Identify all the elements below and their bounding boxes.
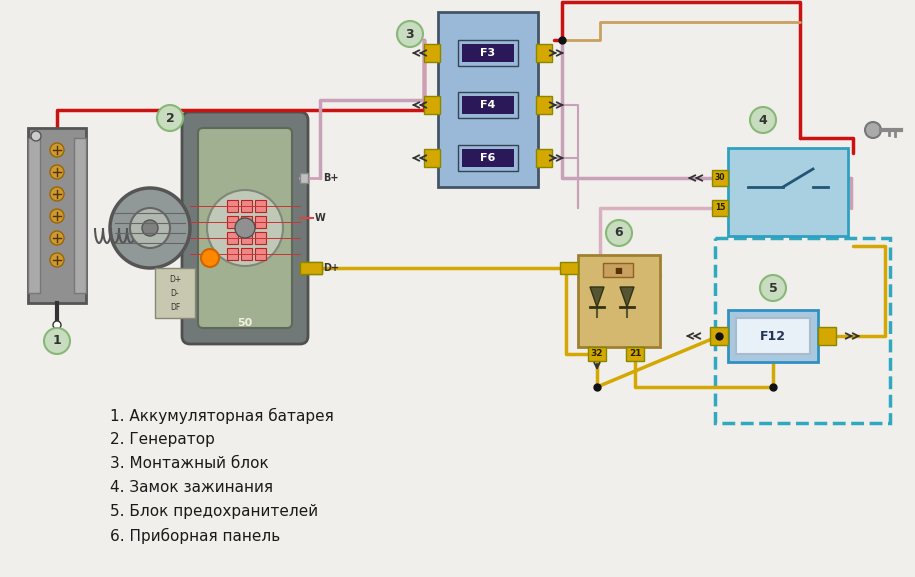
Text: ■: ■ [614,265,622,275]
Text: 4: 4 [759,114,768,126]
Circle shape [201,249,219,267]
FancyBboxPatch shape [227,248,238,260]
Text: 6: 6 [615,227,623,239]
Text: 4. Замок зажинания: 4. Замок зажинания [110,480,273,495]
Circle shape [142,220,158,236]
Circle shape [750,107,776,133]
Text: 21: 21 [629,350,641,358]
Bar [28,128,86,303]
Circle shape [235,218,255,238]
Bar [728,310,818,362]
Bar [536,149,552,167]
Circle shape [760,275,786,301]
Text: 3. Монтажный блок: 3. Монтажный блок [110,456,269,471]
FancyBboxPatch shape [255,200,266,212]
Circle shape [606,220,632,246]
Bar [155,268,195,318]
Circle shape [53,321,61,329]
Bar [818,327,836,345]
FancyBboxPatch shape [241,232,252,244]
Text: D+: D+ [169,275,181,284]
FancyBboxPatch shape [255,248,266,260]
Circle shape [31,131,41,141]
FancyBboxPatch shape [227,232,238,244]
Circle shape [50,231,64,245]
Circle shape [50,165,64,179]
Text: F3: F3 [480,48,496,58]
Text: 3: 3 [405,28,414,40]
Text: 1: 1 [53,335,61,347]
Bar [458,40,518,66]
Bar [424,149,440,167]
Bar [438,12,538,187]
Bar [424,44,440,62]
Circle shape [50,253,64,267]
Circle shape [50,209,64,223]
FancyBboxPatch shape [227,200,238,212]
Bar [728,148,848,236]
Bar [578,255,660,347]
Circle shape [130,208,170,248]
Text: F4: F4 [480,100,496,110]
Text: F6: F6 [480,153,496,163]
Text: B+: B+ [323,173,339,183]
Text: 2. Генератор: 2. Генератор [110,432,215,447]
Bar [462,96,514,114]
FancyBboxPatch shape [241,248,252,260]
Text: 1. Аккумуляторная батарея: 1. Аккумуляторная батарея [110,408,334,424]
Polygon shape [590,287,604,307]
Bar [588,347,606,361]
Bar [300,173,308,183]
Bar [424,96,440,114]
Text: F12: F12 [760,329,786,343]
FancyBboxPatch shape [227,216,238,228]
Bar [300,262,322,274]
Bar [28,138,40,293]
FancyBboxPatch shape [241,216,252,228]
Bar [300,262,322,274]
Text: DF: DF [170,304,180,313]
Bar [560,262,578,274]
Bar [626,347,644,361]
Text: 32: 32 [591,350,603,358]
Circle shape [207,190,283,266]
Bar [712,170,728,186]
Text: 30: 30 [715,174,726,182]
FancyBboxPatch shape [255,232,266,244]
Bar [462,149,514,167]
Bar [736,318,810,354]
Circle shape [397,21,423,47]
Text: 50: 50 [237,318,253,328]
Bar [715,238,890,423]
Text: 2: 2 [166,111,175,125]
FancyBboxPatch shape [255,216,266,228]
Bar [458,145,518,171]
Circle shape [50,143,64,157]
Text: W: W [315,213,326,223]
Text: 6. Приборная панель: 6. Приборная панель [110,528,280,544]
Text: D+: D+ [323,263,339,273]
Text: D-: D- [171,290,179,298]
FancyBboxPatch shape [182,112,308,344]
Bar [603,263,633,277]
Bar [712,200,728,216]
Circle shape [157,105,183,131]
Bar [710,327,728,345]
Circle shape [110,188,190,268]
FancyBboxPatch shape [241,200,252,212]
Circle shape [44,328,70,354]
Text: 15: 15 [715,204,726,212]
Bar [458,92,518,118]
Circle shape [865,122,881,138]
Bar [536,44,552,62]
Bar [74,138,86,293]
Bar [536,96,552,114]
Text: 5. Блок предохранителей: 5. Блок предохранителей [110,504,318,519]
Polygon shape [620,287,634,307]
Bar [462,44,514,62]
Text: 5: 5 [769,282,778,294]
Circle shape [50,187,64,201]
FancyBboxPatch shape [198,128,292,328]
